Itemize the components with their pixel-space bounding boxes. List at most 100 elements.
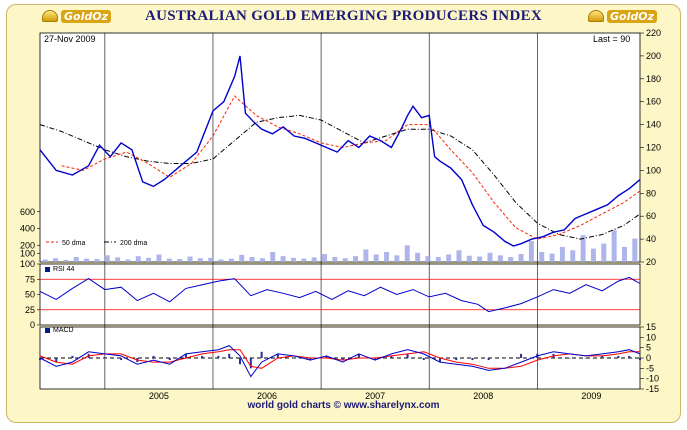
macd-histogram-bar [249, 358, 252, 369]
goldoz-logo-left: GoldOz [42, 8, 111, 24]
volume-bar [125, 259, 131, 262]
macd-histogram-bar [639, 358, 641, 361]
price-axis-tick-label: 140 [646, 120, 661, 130]
rsi-axis-tick-label: 25 [25, 305, 35, 315]
volume-bar [290, 257, 296, 262]
volume-bar [280, 256, 286, 262]
macd-histogram-bar [617, 355, 620, 358]
volume-bar [228, 258, 234, 262]
macd-histogram-bar [422, 358, 425, 361]
macd-histogram-bar [487, 358, 490, 361]
volume-bar [415, 252, 421, 262]
macd-histogram-bar [503, 358, 506, 359]
macd-axis-tick-label: -15 [646, 384, 659, 394]
year-axis-label: 2009 [581, 391, 601, 401]
volume-bar [497, 255, 503, 262]
macd-histogram-bar [276, 353, 279, 358]
volume-bar [466, 255, 472, 262]
macd-histogram-bar [293, 358, 296, 359]
year-axis-label: 2005 [149, 391, 169, 401]
volume-bar [42, 259, 48, 262]
macd-axis-tick-label: 0 [646, 353, 651, 363]
macd-axis-tick-label: -10 [646, 374, 659, 384]
macd-histogram-bar [406, 353, 409, 358]
macd-histogram-bar [39, 358, 41, 361]
macd-histogram-bar [71, 355, 74, 358]
volume-bar [311, 257, 317, 262]
price-axis-tick-label: 80 [646, 188, 656, 198]
volume-bar [363, 249, 369, 262]
rsi-panel [39, 263, 641, 326]
macd-histogram-bar [390, 355, 393, 358]
volume-bar [259, 258, 265, 262]
macd-histogram-bar [439, 358, 441, 363]
macd-panel [39, 326, 641, 390]
volume-bar [611, 230, 617, 262]
macd-legend-swatch [45, 327, 50, 333]
volume-bar [63, 259, 69, 262]
price-axis-tick-label: 200 [646, 51, 661, 61]
goldoz-logo-text: GoldOz [607, 9, 657, 23]
volume-bar [332, 256, 338, 262]
macd-histogram-bar [55, 358, 58, 363]
volume-bar [477, 256, 483, 262]
macd-legend: MACD [45, 327, 74, 334]
volume-bar [621, 246, 627, 262]
price-axis-tick-label: 180 [646, 74, 661, 84]
volume-bar [353, 256, 359, 262]
volume-bar [208, 257, 214, 262]
volume-bar [187, 256, 193, 262]
chart-title: AUSTRALIAN GOLD EMERGING PRODUCERS INDEX [144, 8, 543, 24]
goldoz-logo-right: GoldOz [588, 8, 657, 24]
volume-bar [394, 255, 400, 262]
volume-bar [549, 253, 555, 262]
price-axis-tick-label: 40 [646, 234, 656, 244]
volume-axis-tick-label: 200 [20, 240, 35, 250]
last-value-label: Last = 90 [593, 34, 631, 44]
price-axis-tick-label: 220 [646, 28, 661, 38]
volume-bar [270, 251, 276, 262]
volume-bar [373, 254, 379, 262]
macd-histogram-bar [228, 353, 231, 358]
volume-bar [94, 259, 100, 262]
macd-histogram-bar [471, 358, 474, 361]
macd-histogram-bar [309, 358, 312, 361]
volume-bar [218, 259, 224, 262]
volume-bar [528, 241, 534, 262]
price-axis-tick-label: 100 [646, 165, 661, 175]
volume-bar [456, 250, 462, 262]
macd-histogram-bar [201, 355, 204, 358]
volume-bar [384, 251, 390, 262]
macd-axis-tick-label: 5 [646, 343, 651, 353]
volume-bar [425, 256, 431, 262]
macd-histogram-bar [357, 353, 360, 358]
volume-bar [518, 254, 524, 262]
macd-axis-tick-label: 15 [646, 322, 656, 332]
volume-bar [487, 252, 493, 262]
macd-legend-label: MACD [53, 327, 74, 334]
price-axis-tick-label: 120 [646, 143, 661, 153]
macd-line [39, 345, 641, 378]
macd-histogram-bar [374, 358, 377, 361]
macd-histogram-bar [217, 355, 220, 358]
macd-histogram-bar [239, 358, 241, 365]
macd-histogram-bar [568, 358, 571, 359]
price-axis-tick-label: 60 [646, 211, 656, 221]
year-axis-label: 2007 [365, 391, 385, 401]
macd-histogram-bar [103, 358, 106, 359]
macd-histogram-bar [341, 358, 344, 361]
volume-bar [53, 258, 59, 262]
volume-bar [84, 258, 90, 262]
rsi-legend-swatch [45, 266, 50, 272]
macd-histogram-bar [584, 358, 587, 359]
volume-bar [146, 257, 152, 262]
price-axis-tick-label: 20 [646, 257, 656, 267]
year-axis-label: 2008 [473, 391, 493, 401]
volume-bar [239, 254, 245, 262]
price-line [39, 55, 641, 247]
macd-axis-tick-label: -5 [646, 363, 654, 373]
volume-axis-tick-label: 400 [20, 224, 35, 234]
rsi-axis-tick-label: 50 [25, 290, 35, 300]
volume-bar [301, 258, 307, 262]
volume-bar [321, 254, 327, 262]
